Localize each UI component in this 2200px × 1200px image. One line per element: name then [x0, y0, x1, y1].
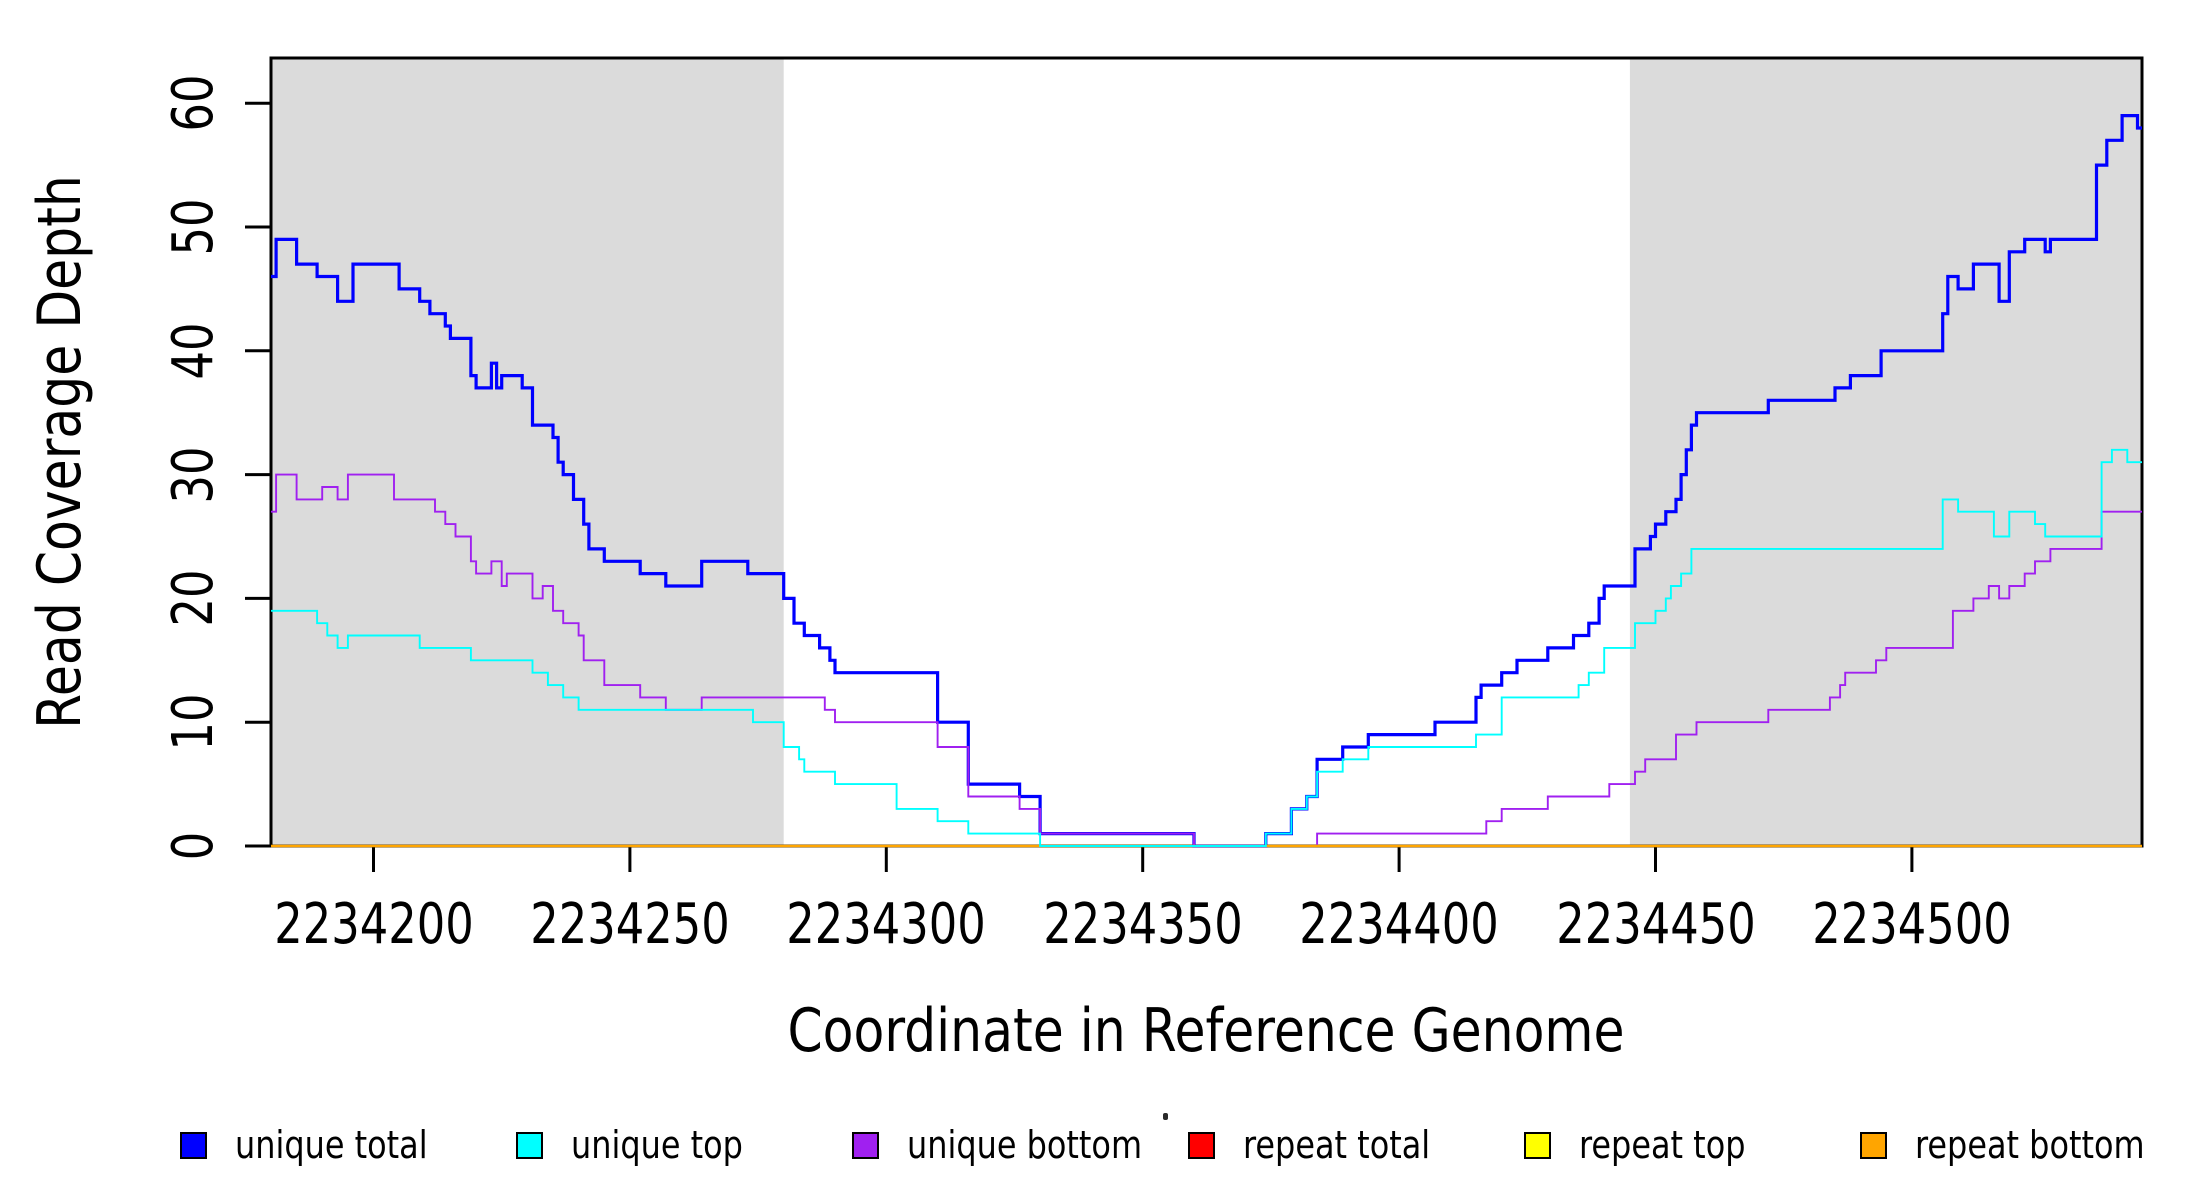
series-unique-bottom	[271, 473, 2142, 847]
legend-swatch-icon	[1860, 1131, 1887, 1159]
x-axis-title: Coordinate in Reference Genome	[787, 996, 1625, 1066]
legend-item-label: repeat bottom	[1915, 1123, 2145, 1167]
legend-item-repeat-top: repeat top	[1524, 1123, 1777, 1167]
legend-item-unique-total: unique total	[180, 1123, 464, 1167]
y-tick-label: 50	[160, 198, 226, 256]
x-tick-label: 2234500	[1812, 891, 2012, 957]
y-tick-label: 10	[160, 693, 226, 751]
series-unique-top	[271, 448, 2142, 847]
legend-item-repeat-bottom: repeat bottom	[1860, 1123, 2188, 1167]
x-tick-label: 2234450	[1556, 891, 1756, 957]
x-tick-label: 2234300	[786, 891, 986, 957]
legend: unique total unique top unique bottom repea…	[0, 1123, 2200, 1167]
x-tick-label: 2234400	[1299, 891, 1499, 957]
legend-item-unique-top: unique top	[516, 1123, 776, 1167]
y-axis-title: Read Coverage Depth	[25, 175, 95, 729]
legend-item-unique-bottom: unique bottom	[852, 1123, 1187, 1167]
stray-mark	[1163, 1113, 1168, 1120]
legend-swatch-icon	[516, 1131, 543, 1159]
shaded-region-right	[1629, 58, 2142, 846]
y-tick-label: 60	[160, 74, 226, 132]
legend-swatch-icon	[1524, 1131, 1551, 1159]
legend-item-label: repeat total	[1243, 1123, 1431, 1167]
legend-item-label: repeat top	[1579, 1123, 1746, 1167]
x-tick-label: 2234200	[274, 891, 474, 957]
shaded-region-left	[271, 58, 784, 846]
y-tick-label: 30	[160, 446, 226, 504]
y-tick-label: 20	[160, 569, 226, 627]
y-tick-label: 0	[160, 831, 226, 861]
legend-swatch-icon	[1188, 1131, 1215, 1159]
y-tick-label: 40	[160, 322, 226, 380]
legend-item-label: unique bottom	[907, 1123, 1143, 1167]
legend-item-label: unique total	[235, 1123, 428, 1167]
legend-swatch-icon	[180, 1131, 207, 1159]
legend-item-label: unique top	[571, 1123, 743, 1167]
x-tick-label: 2234250	[530, 891, 730, 957]
legend-swatch-icon	[852, 1131, 879, 1159]
legend-item-repeat-total: repeat total	[1188, 1123, 1466, 1167]
x-tick-label: 2234350	[1043, 891, 1243, 957]
